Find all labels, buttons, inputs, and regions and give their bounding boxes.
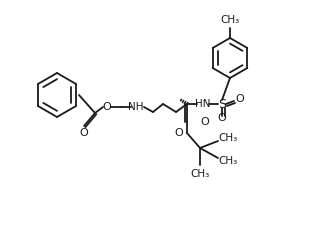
Text: O: O: [103, 102, 111, 112]
Text: O: O: [80, 128, 88, 138]
Text: HN: HN: [195, 99, 211, 109]
Text: O: O: [174, 128, 183, 138]
Text: S: S: [218, 97, 226, 110]
Text: CH₃: CH₃: [190, 169, 210, 179]
Text: O: O: [236, 94, 244, 104]
Text: CH₃: CH₃: [220, 15, 240, 25]
Text: O: O: [200, 117, 209, 127]
Text: NH: NH: [128, 102, 144, 112]
Text: O: O: [218, 113, 226, 123]
Text: CH₃: CH₃: [218, 133, 238, 143]
Text: CH₃: CH₃: [218, 156, 238, 166]
